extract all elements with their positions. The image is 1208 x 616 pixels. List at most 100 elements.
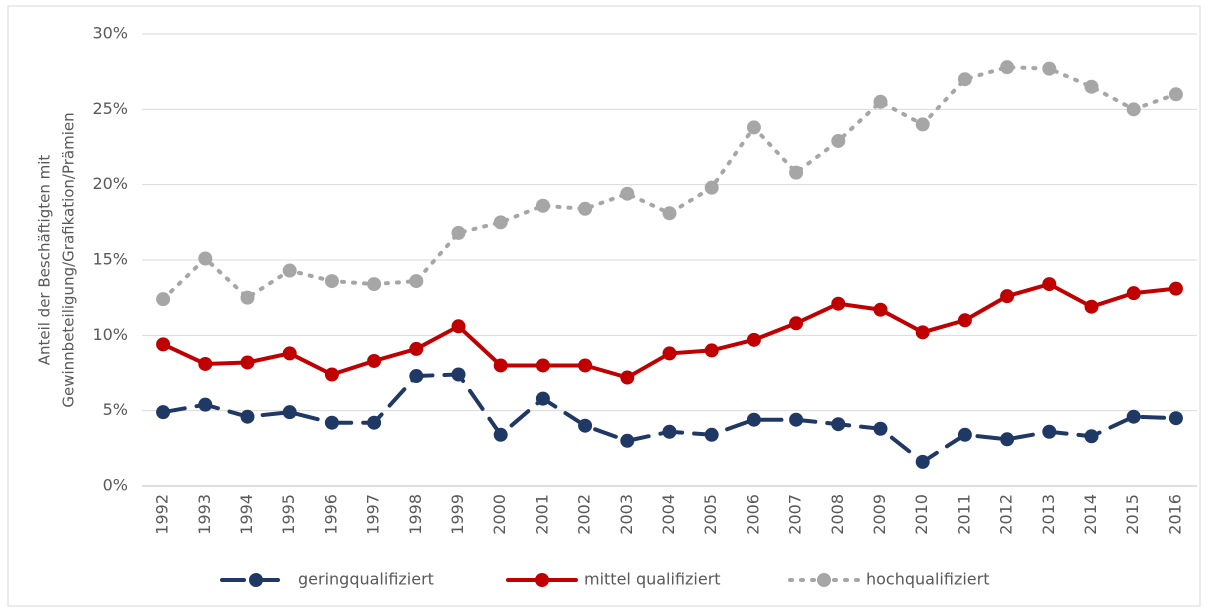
x-tick-label: 2000 (490, 494, 509, 535)
point (1126, 102, 1141, 117)
x-tick-label: 2007 (786, 494, 805, 535)
x-tick-label: 2015 (1123, 494, 1142, 535)
point (535, 198, 550, 213)
point (789, 316, 804, 331)
x-tick-label: 2002 (575, 494, 594, 535)
point (1168, 87, 1183, 102)
point (1042, 277, 1057, 292)
x-tick-label: 1992 (153, 494, 172, 535)
point (367, 353, 382, 368)
x-tick-label: 2011 (954, 494, 973, 535)
point (493, 358, 508, 373)
point (915, 325, 930, 340)
point (831, 133, 846, 148)
x-tick-label: 2005 (701, 494, 720, 535)
y-tick-label: 0% (103, 476, 128, 495)
y-tick-label: 20% (92, 174, 128, 193)
point (1084, 429, 1099, 444)
point (957, 72, 972, 87)
point (578, 201, 593, 216)
x-tick-label: 2009 (870, 494, 889, 535)
point (198, 397, 213, 412)
point (662, 424, 677, 439)
point (1168, 411, 1183, 426)
point (873, 94, 888, 109)
y-axis-title: Anteil der Beschäftigten mit (36, 155, 54, 366)
x-tick-label: 1998 (406, 494, 425, 535)
point (282, 263, 297, 278)
point (704, 180, 719, 195)
chart-border (7, 5, 1201, 607)
point (1084, 79, 1099, 94)
legend-label: mittel qualifiziert (584, 570, 721, 589)
y-tick-label: 30% (92, 24, 128, 43)
point (1042, 61, 1057, 76)
point (1000, 432, 1015, 447)
x-tick-label: 2016 (1165, 494, 1184, 535)
point (409, 369, 424, 384)
point (1042, 424, 1057, 439)
point (367, 415, 382, 430)
point (535, 391, 550, 406)
x-tick-label: 2010 (912, 494, 931, 535)
legend-marker (249, 573, 263, 587)
point (535, 358, 550, 373)
point (198, 356, 213, 371)
point (1000, 60, 1015, 75)
x-tick-label: 2004 (659, 494, 678, 535)
x-tick-label: 2008 (828, 494, 847, 535)
point (662, 206, 677, 221)
point (367, 277, 382, 292)
x-tick-label: 2013 (1039, 494, 1058, 535)
point (1168, 281, 1183, 296)
point (451, 319, 466, 334)
legend-marker (817, 573, 831, 587)
y-tick-label: 15% (92, 250, 128, 269)
legend-label: geringqualifiziert (298, 570, 434, 589)
point (620, 433, 635, 448)
point (620, 186, 635, 201)
point (493, 427, 508, 442)
point (831, 417, 846, 432)
legend-marker (535, 573, 549, 587)
x-tick-label: 1999 (448, 494, 467, 535)
point (957, 313, 972, 328)
point (198, 251, 213, 266)
point (493, 215, 508, 230)
point (620, 370, 635, 385)
point (957, 427, 972, 442)
point (451, 225, 466, 240)
point (789, 165, 804, 180)
point (704, 343, 719, 358)
point (282, 346, 297, 361)
y-axis-title: Gewinnbeteiligung/Grafikation/Prämien (60, 112, 78, 407)
x-tick-label: 2003 (617, 494, 636, 535)
point (324, 415, 339, 430)
point (156, 292, 171, 307)
y-tick-label: 5% (103, 400, 128, 419)
point (240, 355, 255, 370)
point (451, 367, 466, 382)
y-tick-label: 10% (92, 325, 128, 344)
x-tick-label: 1995 (279, 494, 298, 535)
point (578, 358, 593, 373)
point (873, 302, 888, 317)
point (409, 274, 424, 289)
x-tick-label: 2012 (997, 494, 1016, 535)
point (409, 341, 424, 356)
point (746, 412, 761, 427)
point (1084, 299, 1099, 314)
x-tick-label: 2006 (743, 494, 762, 535)
point (1000, 289, 1015, 304)
point (324, 274, 339, 289)
point (746, 120, 761, 135)
point (873, 421, 888, 436)
point (156, 405, 171, 420)
point (156, 337, 171, 352)
point (746, 332, 761, 347)
point (915, 117, 930, 132)
point (240, 290, 255, 305)
x-tick-label: 1996 (321, 494, 340, 535)
point (915, 454, 930, 469)
